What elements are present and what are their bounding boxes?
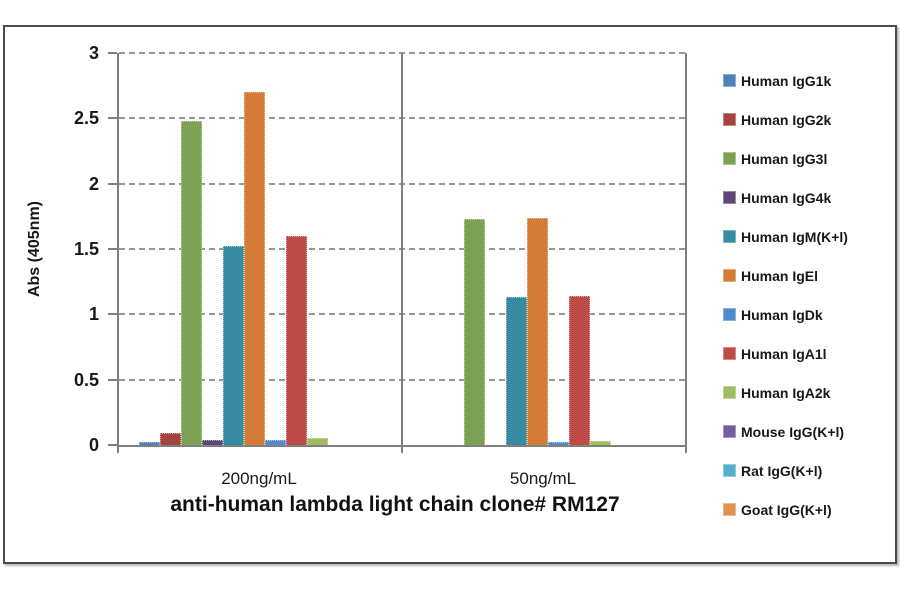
bar-human-igg3l-200ng-ml xyxy=(181,120,202,445)
y-tick-label-1.5: 1.5 xyxy=(73,239,99,259)
x-axis-tick-2 xyxy=(685,445,687,453)
bar-group-200ng-ml xyxy=(119,53,402,445)
y-axis-tick-0 xyxy=(108,444,117,446)
y-axis-tick-3 xyxy=(108,52,117,54)
category-label-50ngml: 50ng/mL xyxy=(509,469,577,488)
legend-item-goat-igg-k-l: Goat IgG(K+l) xyxy=(723,490,848,529)
legend-label: Rat IgG(K+l) xyxy=(741,462,823,479)
y-tick-label-3: 3 xyxy=(88,43,99,63)
legend-item-human-iga1l: Human IgA1l xyxy=(723,334,848,373)
legend-label: Goat IgG(K+l) xyxy=(741,501,832,518)
y-axis-tick-2 xyxy=(108,182,117,185)
legend-item-human-igel: Human IgEl xyxy=(723,256,848,295)
bar-human-igel-200ng-ml xyxy=(244,92,265,445)
legend-label: Human IgEl xyxy=(741,267,819,284)
bar-human-iga2k-200ng-ml xyxy=(307,438,328,445)
bar-human-igdk-200ng-ml xyxy=(265,439,286,445)
legend-item-human-igg4k: Human IgG4k xyxy=(723,178,848,217)
legend-label: Human IgM(K+l) xyxy=(741,228,848,245)
legend-label: Human IgA2k xyxy=(741,384,831,401)
bar-human-igg4k-200ng-ml xyxy=(202,439,223,445)
legend-item-human-igg3l: Human IgG3l xyxy=(723,139,848,178)
y-tick-label-1: 1 xyxy=(88,304,99,325)
legend-swatch-icon xyxy=(723,269,736,282)
legend-item-human-iga2k: Human IgA2k xyxy=(723,373,848,412)
y-axis-tick-1.5 xyxy=(108,248,117,250)
y-tick-label-0: 0 xyxy=(88,435,99,455)
bar-human-iga1l-200ng-ml xyxy=(286,235,307,445)
bar-human-igel-50ng-ml xyxy=(527,217,548,445)
bar-human-iga2k-50ng-ml xyxy=(590,441,611,445)
plot-area xyxy=(117,52,687,453)
bar-human-iga1l-50ng-ml xyxy=(569,296,590,445)
legend-swatch-icon xyxy=(723,425,736,438)
y-axis-tick-2.5 xyxy=(108,117,117,120)
legend-label: Human IgA1l xyxy=(741,345,827,362)
bar-human-igm-k-l-50ng-ml xyxy=(506,297,527,445)
y-axis-tick-1 xyxy=(108,313,117,316)
legend-item-human-igdk: Human IgDk xyxy=(723,295,848,334)
legend-label: Human IgG2k xyxy=(741,111,832,128)
legend: Human IgG1k Human IgG2k Human IgG3l Human I… xyxy=(723,61,848,529)
legend-swatch-icon xyxy=(723,230,736,243)
legend-label: Human IgG1k xyxy=(741,72,832,89)
legend-swatch-icon xyxy=(723,191,736,204)
legend-label: Human IgDk xyxy=(741,306,823,323)
x-axis-tick-0 xyxy=(117,445,119,453)
category-label-200ngml: 200ng/mL xyxy=(221,469,297,488)
legend-item-human-igg1k: Human IgG1k xyxy=(723,61,848,100)
x-axis-labels: 200ng/mL 50ng/mL xyxy=(117,467,685,491)
legend-swatch-icon xyxy=(723,74,736,87)
y-axis-tick-0.5 xyxy=(108,378,117,381)
legend-swatch-icon xyxy=(723,347,736,360)
chart-title: anti-human lambda light chain clone# RM1… xyxy=(170,493,620,516)
legend-item-human-igm-k-l: Human IgM(K+l) xyxy=(723,217,848,256)
bar-human-igg1k-200ng-ml xyxy=(139,442,160,445)
legend-swatch-icon xyxy=(723,503,736,516)
y-tick-label-2: 2 xyxy=(88,173,99,194)
legend-label: Human IgG4k xyxy=(741,189,832,206)
chart-frame: Abs (405nm) 0 0.5 1 1.5 2 2.5 3 200ng/mL 50ng/… xyxy=(3,25,897,564)
legend-item-mouse-igg-k-l: Mouse IgG(K+l) xyxy=(723,412,848,451)
legend-label: Mouse IgG(K+l) xyxy=(741,423,845,440)
bar-human-igdk-50ng-ml xyxy=(548,442,569,445)
legend-label: Human IgG3l xyxy=(741,150,828,167)
bar-human-igg2k-200ng-ml xyxy=(160,433,181,445)
bar-group-50ng-ml xyxy=(402,53,685,445)
legend-swatch-icon xyxy=(723,152,736,165)
legend-swatch-icon xyxy=(723,386,736,399)
legend-item-rat-igg-k-l: Rat IgG(K+l) xyxy=(723,451,848,490)
y-tick-label-0.5: 0.5 xyxy=(73,369,99,390)
bar-human-igm-k-l-200ng-ml xyxy=(223,246,244,445)
legend-swatch-icon xyxy=(723,308,736,321)
bar-human-igg3l-50ng-ml xyxy=(464,218,485,445)
category-divider-line xyxy=(401,53,403,445)
legend-swatch-icon xyxy=(723,113,736,126)
y-axis-labels: 0 0.5 1 1.5 2 2.5 3 xyxy=(5,43,117,455)
legend-swatch-icon xyxy=(723,464,736,477)
x-axis-tick-1 xyxy=(401,445,403,453)
legend-item-human-igg2k: Human IgG2k xyxy=(723,100,848,139)
y-tick-label-2.5: 2.5 xyxy=(73,108,99,129)
